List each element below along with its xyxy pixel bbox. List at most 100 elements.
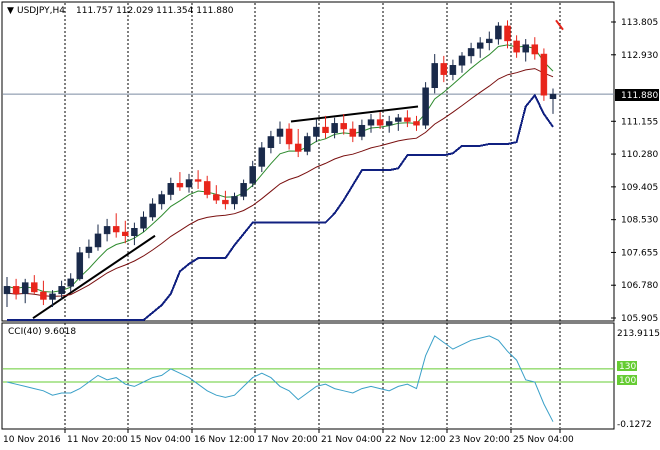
- time-label: 25 Nov 04:00: [513, 435, 574, 445]
- bullish-candle: [358, 124, 366, 137]
- bullish-candle: [231, 196, 238, 205]
- price-label: 110.280: [621, 150, 658, 160]
- bullish-candle: [58, 286, 65, 295]
- bullish-candle: [85, 246, 93, 253]
- bullish-candle: [249, 166, 256, 184]
- time-label: 15 Nov 04:00: [130, 435, 191, 445]
- bearish-candle: [176, 183, 184, 188]
- bullish-candle: [149, 203, 156, 218]
- bullish-candle: [167, 183, 175, 195]
- time-label: 17 Nov 20:00: [257, 435, 318, 445]
- current-price-label: 111.880: [621, 91, 658, 101]
- current-price-marker: [615, 89, 659, 101]
- price-label: 107.655: [621, 248, 658, 258]
- cci-level-130-box: [617, 361, 637, 371]
- sell-arrow-icon: ▼: [7, 6, 14, 16]
- bullish-candle: [495, 25, 502, 40]
- bearish-candle: [413, 121, 420, 126]
- cci-plot: [6, 335, 554, 422]
- bullish-candle: [385, 121, 393, 126]
- bearish-candle: [12, 286, 20, 295]
- bearish-candle: [531, 44, 539, 55]
- bearish-candle: [285, 128, 293, 145]
- bullish-candle: [258, 147, 266, 167]
- time-axis: 10 Nov 2016 11 Nov 20:00 15 Nov 04:00 16…: [3, 435, 574, 445]
- price-label: 112.930: [621, 51, 658, 61]
- price-label: 106.780: [621, 281, 658, 291]
- bearish-candle: [404, 117, 411, 122]
- support-line: [7, 93, 554, 322]
- bullish-candle: [267, 136, 275, 148]
- bearish-candle: [122, 231, 129, 237]
- price-axis-labels: 113.805 112.930 111.155 110.280 109.405 …: [621, 18, 658, 324]
- price-label: 109.405: [621, 183, 658, 193]
- trendline-lower: [32, 234, 156, 320]
- bearish-candle: [376, 119, 384, 126]
- bullish-candle: [331, 123, 338, 133]
- signal-arrow: [555, 19, 564, 31]
- ohlc-values: 111.757 112.029 111.354 111.880: [76, 6, 234, 16]
- bearish-candle: [340, 123, 347, 130]
- bullish-candle: [395, 117, 402, 122]
- bullish-candle: [467, 48, 475, 57]
- bullish-candle: [76, 252, 84, 280]
- bearish-candle: [349, 128, 357, 137]
- bearish-candle: [203, 181, 211, 195]
- bullish-candle: [3, 286, 11, 295]
- cci-levels: [3, 368, 614, 383]
- bullish-candle: [458, 55, 466, 66]
- bearish-candle: [213, 194, 220, 201]
- price-label: 113.805: [621, 18, 658, 28]
- trendlines[interactable]: [32, 19, 564, 320]
- moving-averages: [6, 44, 554, 322]
- bullish-candle: [367, 119, 375, 126]
- price-pane-frame: [1, 1, 615, 322]
- bullish-candle: [131, 228, 138, 237]
- time-label: 11 Nov 20:00: [67, 435, 128, 445]
- cci-level-100-box: [617, 375, 637, 385]
- bullish-candle: [185, 179, 193, 188]
- cci-line: [6, 335, 554, 422]
- bearish-candle: [513, 40, 520, 53]
- bullish-candle: [476, 42, 484, 49]
- bullish-candle: [422, 87, 429, 126]
- cci-min-label: -0.1272: [617, 420, 652, 430]
- time-label: 23 Nov 20:00: [449, 435, 510, 445]
- ema-slow-line: [6, 68, 554, 297]
- bearish-candle: [504, 25, 511, 42]
- cci-level-130-label: 130: [619, 362, 636, 372]
- bearish-candle: [322, 126, 329, 133]
- bearish-candle: [194, 179, 202, 182]
- price-label: 105.905: [621, 314, 658, 324]
- time-label: 10 Nov 2016: [3, 435, 61, 445]
- bearish-candle: [294, 143, 302, 152]
- bearish-candle: [40, 291, 47, 300]
- bullish-candle: [486, 38, 493, 44]
- bearish-candle: [222, 199, 229, 205]
- bullish-candle: [49, 293, 56, 300]
- bullish-candle: [140, 216, 147, 229]
- bearish-candle: [31, 282, 38, 293]
- bearish-candle: [540, 53, 548, 96]
- cci-level-100-label: 100: [619, 376, 636, 386]
- cci-pane-frame: [1, 322, 615, 430]
- period-separators: [64, 3, 561, 433]
- candlesticks: [3, 20, 557, 307]
- symbol-label: USDJPY,H4: [17, 6, 65, 16]
- ema-fast-line: [6, 44, 554, 293]
- bullish-candle: [240, 183, 247, 197]
- bullish-candle: [103, 226, 111, 235]
- price-scale: [3, 21, 616, 319]
- bullish-candle: [313, 126, 320, 137]
- bearish-candle: [440, 63, 448, 75]
- cci-title: CCI(40) 9.6018: [8, 327, 76, 337]
- bullish-candle: [276, 128, 284, 137]
- price-label: 111.155: [621, 117, 658, 127]
- price-label: 108.530: [621, 216, 658, 226]
- time-label: 21 Nov 04:00: [321, 435, 382, 445]
- cci-max-label: 213.9115: [617, 329, 660, 339]
- bullish-candle: [522, 44, 529, 53]
- bullish-candle: [21, 282, 29, 295]
